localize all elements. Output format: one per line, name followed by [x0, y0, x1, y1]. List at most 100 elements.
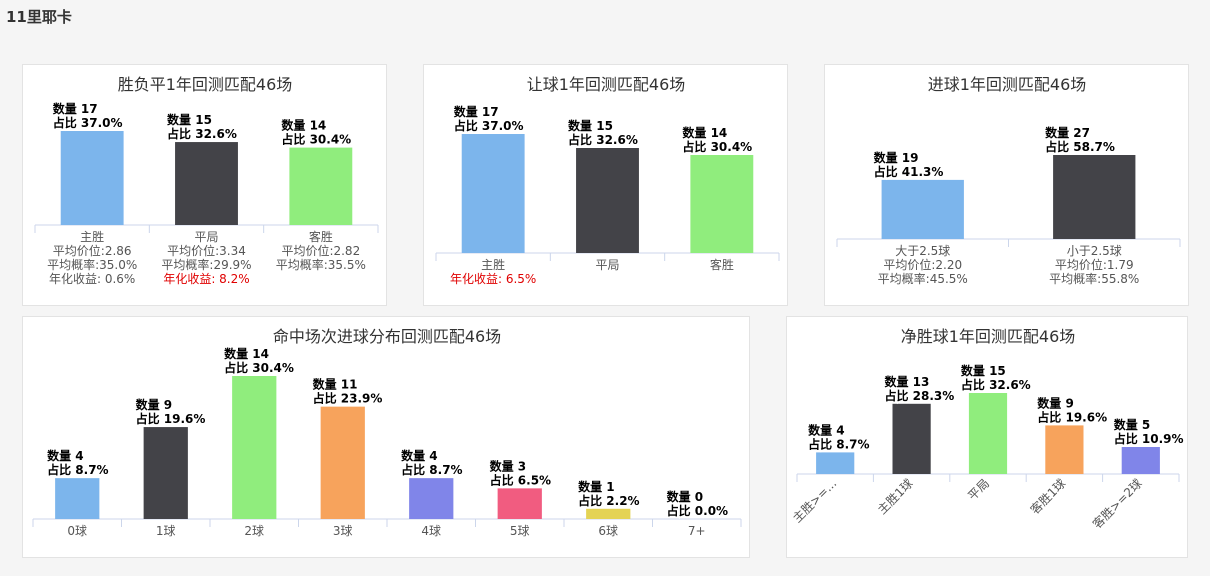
bar[interactable] — [690, 155, 754, 253]
data-label-ratio: 占比 32.6% — [961, 377, 1031, 392]
bar[interactable] — [461, 134, 525, 253]
category-label: 客胜 — [710, 257, 734, 272]
data-label-ratio: 占比 0.0% — [667, 503, 728, 518]
data-label-count: 数量 9 — [136, 397, 173, 412]
bar[interactable] — [881, 179, 964, 239]
data-label-ratio: 占比 8.7% — [47, 462, 108, 477]
data-label-ratio: 占比 6.5% — [490, 472, 551, 487]
chart-title: 胜负平1年回测匹配46场 — [118, 75, 293, 94]
data-label-ratio: 占比 41.3% — [874, 164, 944, 179]
category-label: 小于2.5球 — [1067, 244, 1122, 258]
data-label-ratio: 占比 30.4% — [682, 139, 752, 154]
chart-title: 命中场次进球分布回测匹配46场 — [273, 327, 501, 346]
bar[interactable] — [586, 508, 631, 519]
data-label-count: 数量 19 — [874, 150, 919, 165]
category-label: 大于2.5球 — [895, 244, 950, 258]
bar[interactable] — [143, 427, 188, 519]
category-label: 平局 — [595, 258, 619, 272]
chart-panel-handicap: 让球1年回测匹配46场数量 17 占比 37.0% 主胜 年化收益: 6.5% 数量 1… — [423, 64, 788, 306]
category-label: 客胜>=2球 — [1089, 476, 1145, 532]
bar[interactable] — [55, 478, 100, 519]
category-stat: 平均价位:2.86 — [53, 243, 132, 258]
category-stat: 平均价位:3.34 — [167, 243, 246, 258]
data-label-ratio: 占比 58.7% — [1045, 139, 1115, 154]
bar[interactable] — [1045, 425, 1084, 474]
category-label: 客胜1球 — [1027, 476, 1068, 517]
category-label: 0球 — [67, 524, 87, 538]
bar[interactable] — [289, 147, 353, 225]
category-label: 主胜 — [481, 257, 505, 272]
chart-title: 让球1年回测匹配46场 — [527, 75, 686, 94]
bar[interactable] — [1121, 447, 1160, 474]
bar[interactable] — [320, 406, 365, 519]
bar[interactable] — [232, 376, 277, 519]
data-label-count: 数量 15 — [961, 363, 1006, 378]
bar[interactable] — [175, 142, 238, 225]
bar[interactable] — [576, 148, 639, 253]
data-label-count: 数量 14 — [682, 125, 727, 140]
data-label-ratio: 占比 32.6% — [568, 132, 638, 147]
data-label-count: 数量 5 — [1114, 417, 1151, 432]
data-label-count: 数量 15 — [167, 112, 212, 127]
data-label-ratio: 占比 23.9% — [313, 391, 383, 406]
chart-title: 净胜球1年回测匹配46场 — [901, 327, 1076, 346]
data-label-ratio: 占比 32.6% — [167, 126, 237, 141]
category-stat: 年化收益: 8.2% — [163, 272, 249, 286]
data-label-ratio: 占比 8.7% — [401, 462, 462, 477]
category-label: 主胜>=... — [789, 476, 839, 526]
bar[interactable] — [409, 478, 454, 519]
data-label-ratio: 占比 8.7% — [808, 436, 869, 451]
category-stat: 平均价位:2.20 — [883, 257, 962, 272]
data-label-count: 数量 4 — [808, 422, 845, 437]
category-label: 1球 — [156, 524, 176, 538]
category-stat: 平均概率:29.9% — [161, 257, 251, 272]
category-stat: 年化收益: 0.6% — [49, 272, 135, 286]
data-label-count: 数量 17 — [454, 104, 499, 119]
category-label: 5球 — [510, 524, 530, 538]
data-label-ratio: 占比 19.6% — [1037, 409, 1107, 424]
category-stat: 平均概率:45.5% — [878, 271, 968, 286]
chart-panel-goal-difference: 净胜球1年回测匹配46场数量 4 占比 8.7% 主胜>=... 数量 13 占比 28… — [786, 316, 1188, 558]
category-stat: 平均价位:1.79 — [1055, 257, 1134, 272]
bar[interactable] — [497, 488, 542, 519]
data-label-count: 数量 4 — [401, 448, 438, 463]
bar[interactable] — [816, 452, 855, 474]
data-label-count: 数量 15 — [568, 118, 613, 133]
data-label-count: 数量 14 — [224, 346, 269, 361]
category-stat: 平均概率:55.8% — [1049, 271, 1139, 286]
category-label: 平局 — [965, 476, 992, 503]
page-title: 11里耶卡 — [6, 8, 72, 26]
data-label-ratio: 占比 30.4% — [281, 132, 351, 147]
category-label: 客胜 — [309, 229, 333, 244]
data-label-ratio: 占比 37.0% — [454, 118, 524, 133]
data-label-ratio: 占比 28.3% — [885, 388, 955, 403]
data-label-count: 数量 27 — [1045, 125, 1090, 140]
data-label-count: 数量 17 — [53, 101, 98, 116]
category-stat: 平均价位:2.82 — [281, 243, 360, 258]
category-label: 平局 — [194, 230, 218, 244]
data-label-count: 数量 4 — [47, 448, 84, 463]
data-label-ratio: 占比 30.4% — [224, 360, 294, 375]
data-label-count: 数量 13 — [885, 374, 930, 389]
bar[interactable] — [1053, 155, 1136, 239]
data-label-count: 数量 11 — [313, 377, 358, 392]
data-label-count: 数量 0 — [667, 489, 704, 504]
data-label-ratio: 占比 19.6% — [136, 411, 206, 426]
category-label: 7+ — [688, 524, 706, 538]
category-label: 3球 — [333, 524, 353, 538]
bar[interactable] — [60, 131, 124, 225]
data-label-count: 数量 3 — [490, 458, 527, 473]
bar[interactable] — [968, 393, 1008, 474]
category-stat: 年化收益: 6.5% — [450, 272, 536, 286]
category-stat: 平均概率:35.5% — [276, 257, 366, 272]
category-label: 主胜 — [80, 229, 104, 244]
data-label-ratio: 占比 37.0% — [53, 115, 123, 130]
bar[interactable] — [892, 403, 931, 474]
chart-panel-goals: 进球1年回测匹配46场 数量 19 占比 41.3% 大于2.5球 平均价位:2.20 平… — [824, 64, 1189, 306]
data-label-count: 数量 1 — [578, 479, 615, 494]
